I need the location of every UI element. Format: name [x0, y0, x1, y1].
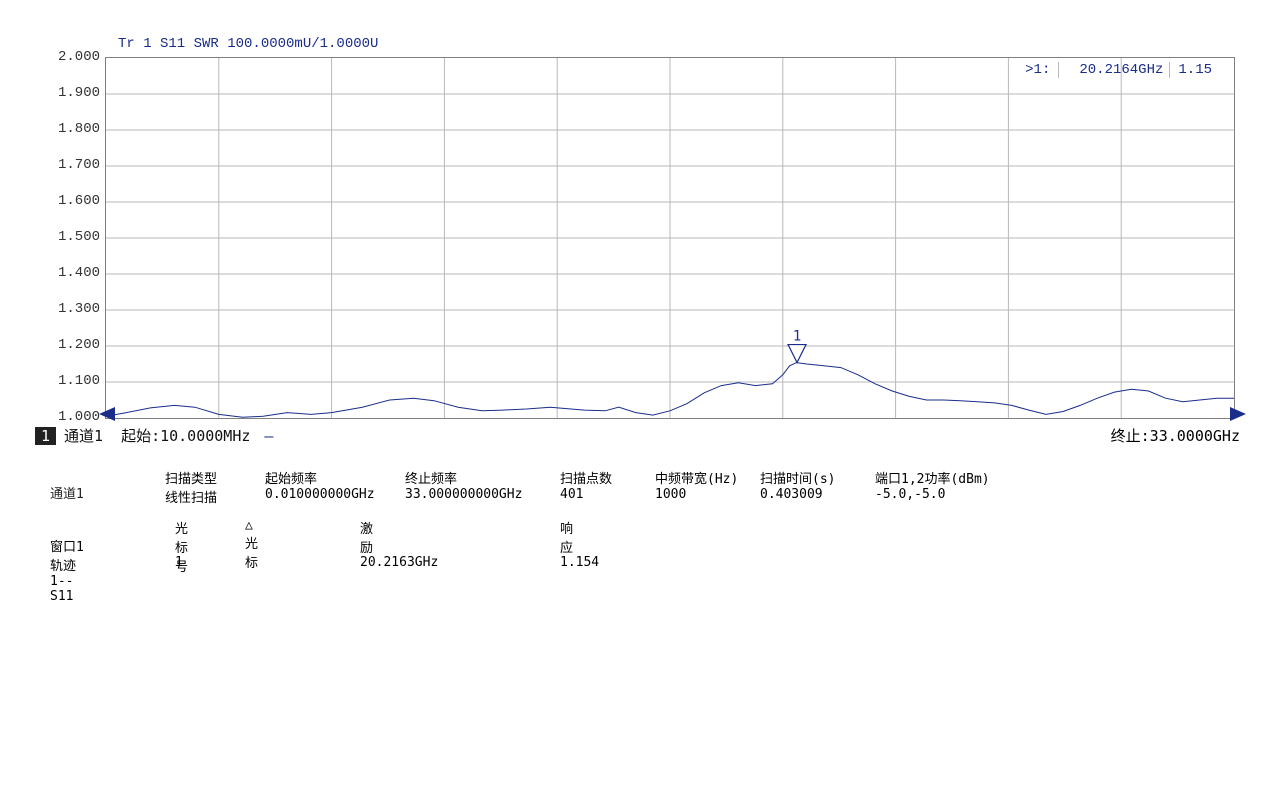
axis-stop-arrow-icon — [1230, 407, 1246, 421]
param-col: 端口1,2功率(dBm)-5.0,-5.0 — [875, 468, 1015, 502]
ytick-label: 1.400 — [50, 265, 100, 281]
ytick-label: 1.300 — [50, 301, 100, 317]
dash-icon: — — [264, 427, 273, 445]
param-col: 扫描时间(s)0.403009 — [760, 468, 870, 502]
marker-response: 1.154 — [560, 555, 599, 570]
param-col: 扫描类型线性扫描 — [165, 468, 260, 506]
param-value: 1000 — [655, 487, 755, 502]
axis-start-arrow-icon — [99, 407, 115, 421]
ytick-label: 1.500 — [50, 229, 100, 245]
channel-label: 通道1 — [64, 425, 103, 446]
ytick-label: 1.100 — [50, 373, 100, 389]
trace-title: Tr 1 S11 SWR 100.0000mU/1.0000U — [118, 36, 378, 52]
param-col: 扫描点数401 — [560, 468, 650, 502]
ytick-label: 1.800 — [50, 121, 100, 137]
marker-stimulus: 20.2163GHz — [360, 555, 438, 570]
param-value: 线性扫描 — [165, 487, 260, 506]
param-table: 通道1 — [50, 468, 116, 502]
param-header: 扫描点数 — [560, 468, 650, 487]
marker-table-header: △光标 — [245, 518, 258, 571]
ytick-label: 1.200 — [50, 337, 100, 353]
channel-badge: 1 — [35, 427, 56, 445]
channel-bar: 1 通道1 起始:10.0000MHz — — [35, 425, 273, 446]
param-col: 起始频率0.010000000GHz — [265, 468, 400, 502]
param-header: 端口1,2功率(dBm) — [875, 468, 1015, 487]
stop-freq-label: 终止:33.0000GHz — [1111, 425, 1240, 446]
svg-text:1: 1 — [793, 329, 801, 345]
param-value: 401 — [560, 487, 650, 502]
param-value: 33.000000000GHz — [405, 487, 555, 502]
marker-table-header: 激励 — [360, 518, 373, 556]
start-freq-label: 起始:10.0000MHz — [121, 425, 250, 446]
ytick-label: 1.900 — [50, 85, 100, 101]
ytick-label: 1.600 — [50, 193, 100, 209]
marker-num: 1 — [175, 555, 183, 570]
ytick-label: 1.700 — [50, 157, 100, 173]
window-label: 窗口1 — [50, 536, 84, 555]
param-col: 终止频率33.000000000GHz — [405, 468, 555, 502]
param-header: 终止频率 — [405, 468, 555, 487]
marker-table-header: 响应 — [560, 518, 573, 556]
ytick-label: 1.000 — [50, 409, 100, 425]
param-header: 扫描类型 — [165, 468, 260, 487]
param-value: 0.010000000GHz — [265, 487, 400, 502]
param-header: 扫描时间(s) — [760, 468, 870, 487]
param-col: 中频带宽(Hz)1000 — [655, 468, 755, 502]
ytick-label: 2.000 — [50, 49, 100, 65]
param-header: 中频带宽(Hz) — [655, 468, 755, 487]
param-value: -5.0,-5.0 — [875, 487, 1015, 502]
param-header: 起始频率 — [265, 468, 400, 487]
trace-label: 轨迹1--S11 — [50, 555, 84, 604]
swr-chart[interactable]: 1 — [105, 57, 1235, 419]
marker-table: 光标号△光标激励响应 窗口1 轨迹1--S11 1 20.2163GHz 1.1… — [50, 518, 84, 573]
param-channel-label: 通道1 — [50, 483, 116, 502]
param-value: 0.403009 — [760, 487, 870, 502]
